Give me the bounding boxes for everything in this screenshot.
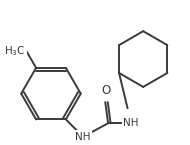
Text: NH: NH xyxy=(75,132,91,142)
Text: NH: NH xyxy=(124,118,139,128)
Text: O: O xyxy=(102,84,111,97)
Text: H$_3$C: H$_3$C xyxy=(4,44,25,58)
